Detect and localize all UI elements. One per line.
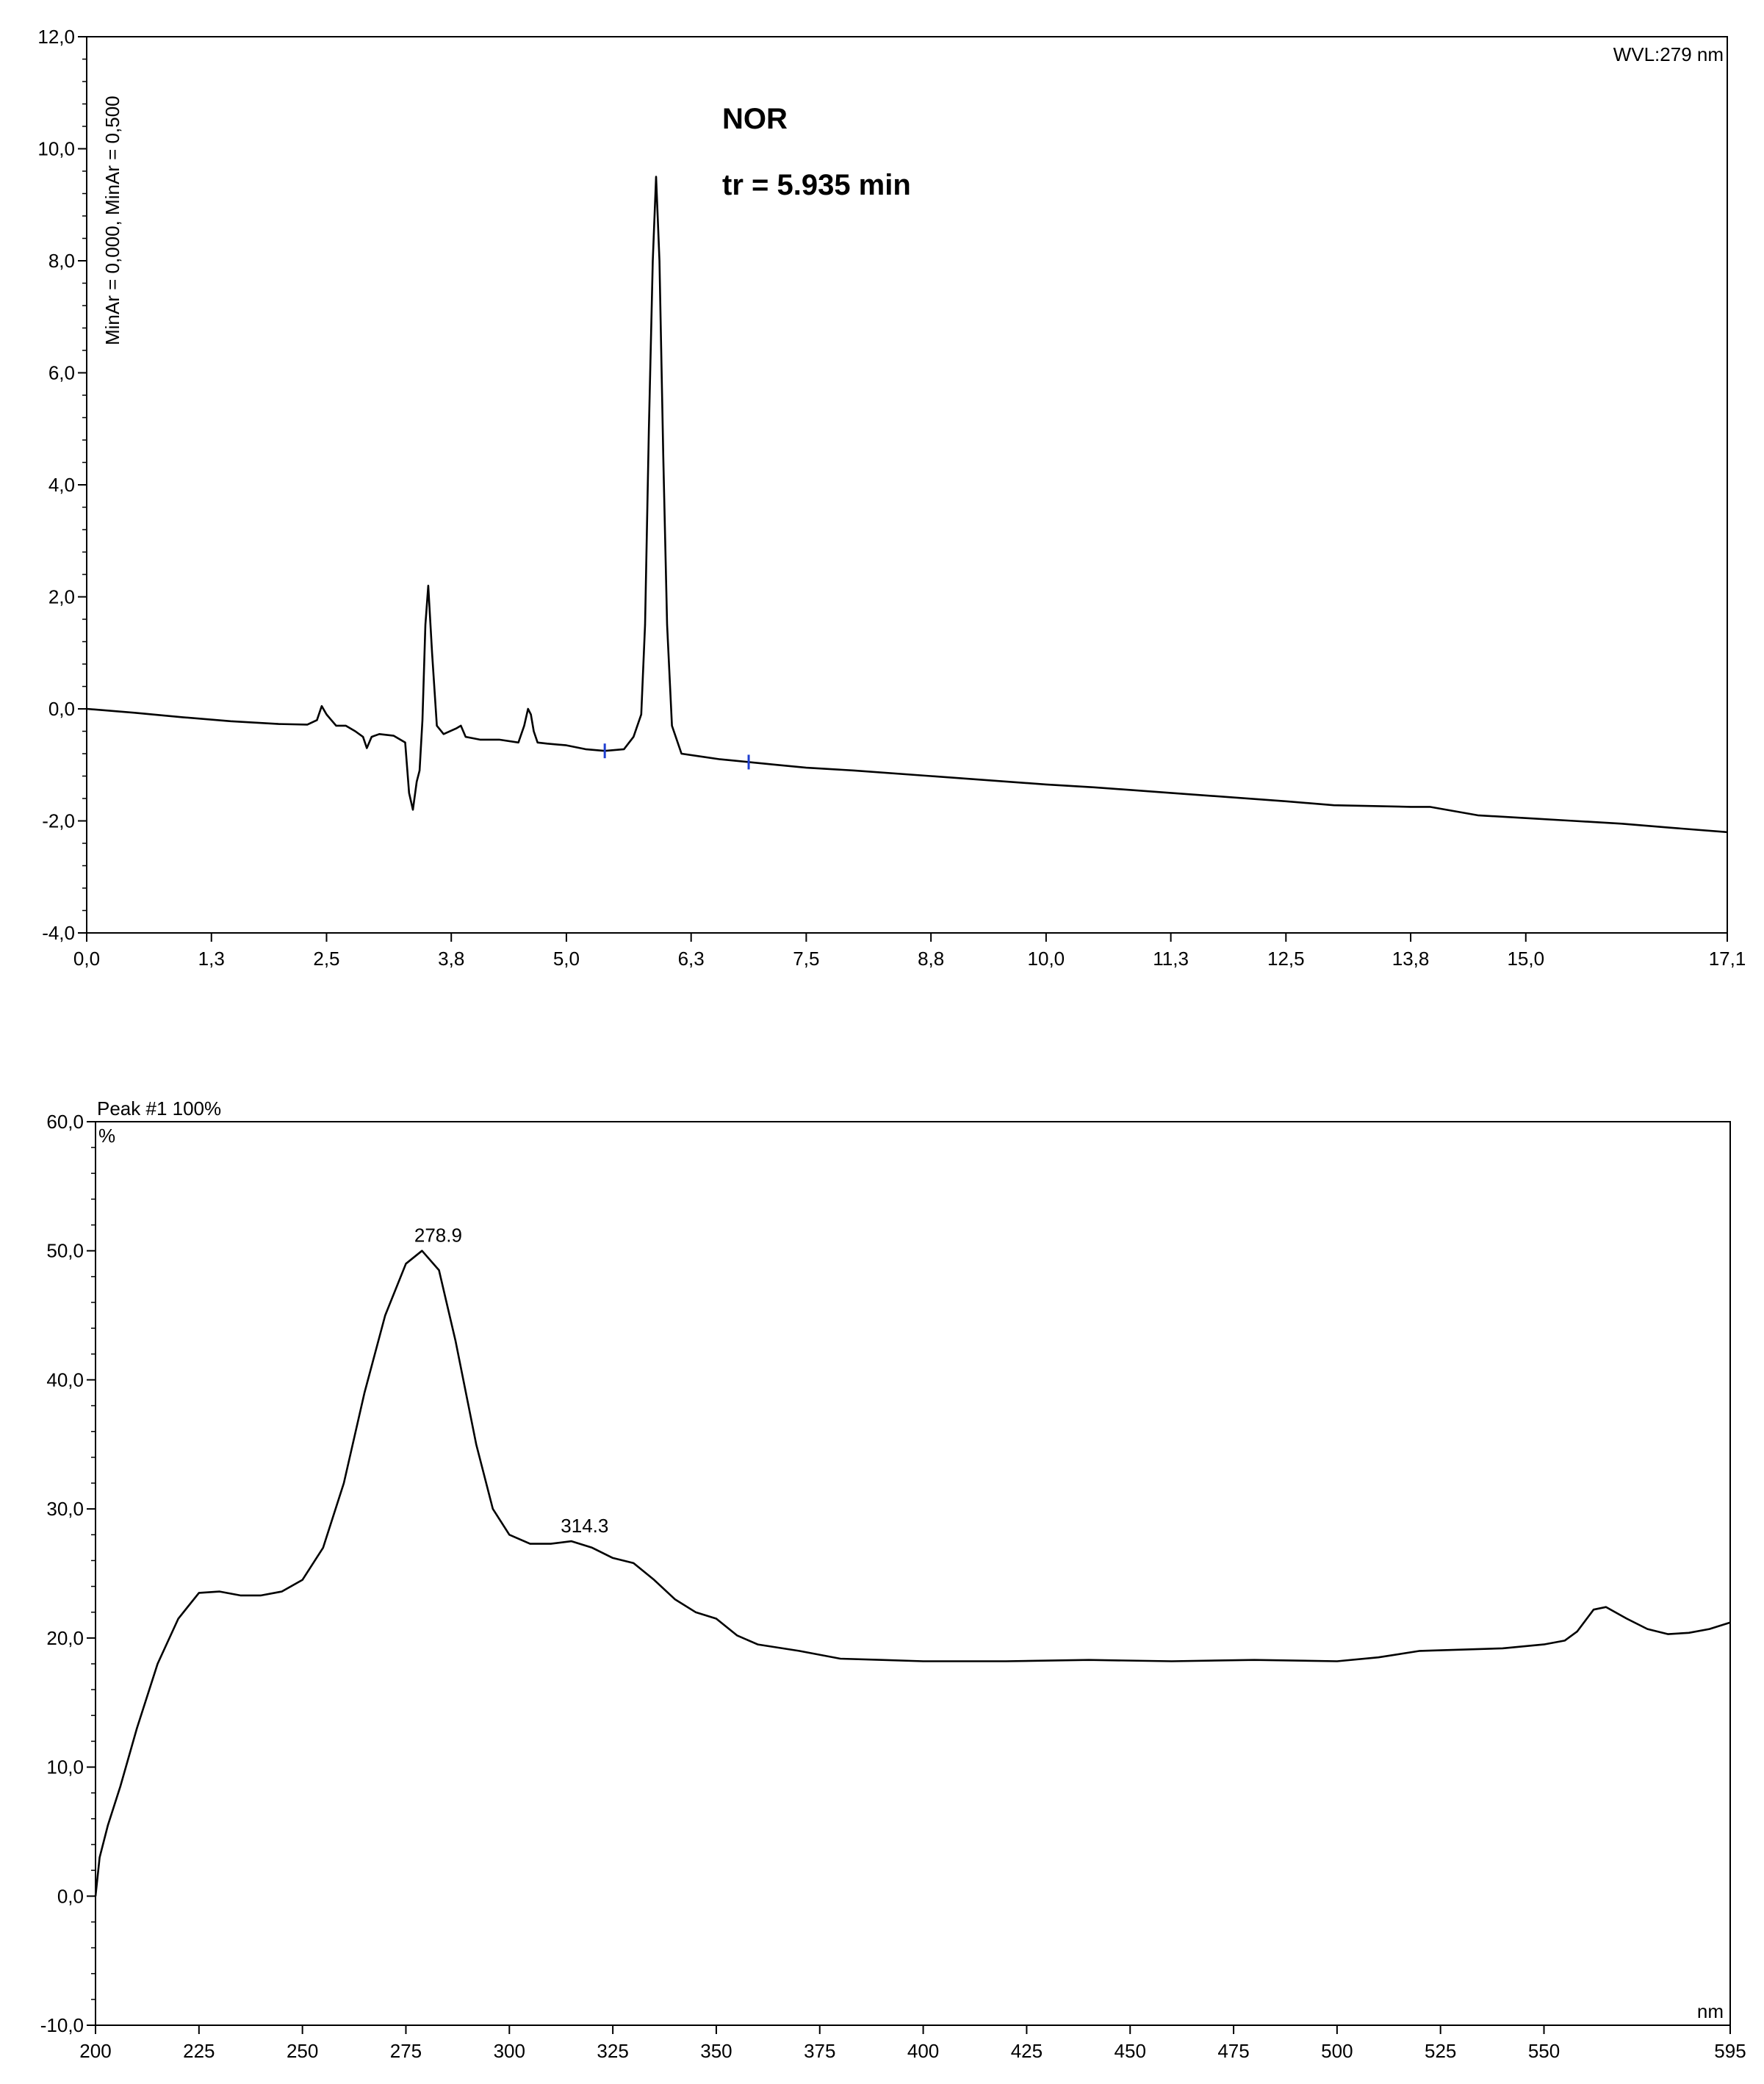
x-tick-label: 8,8 xyxy=(918,948,944,970)
y-tick-label: -4,0 xyxy=(42,922,75,944)
x-tick-label: 325 xyxy=(597,2040,628,2062)
y-tick-label: 2,0 xyxy=(48,586,75,608)
spectrum-y-unit-label: % xyxy=(98,1125,115,1147)
x-tick-label: 1,3 xyxy=(198,948,225,970)
retention-time-annotation: tr = 5.935 min xyxy=(722,169,911,201)
y-tick-label: 12,0 xyxy=(37,26,75,48)
chromatogram-trace xyxy=(86,176,1728,834)
x-tick-label: 15,0 xyxy=(1507,948,1544,970)
y-tick-label: 0,0 xyxy=(57,1885,84,1907)
x-tick-label: 225 xyxy=(183,2040,215,2062)
x-tick-label: 11,3 xyxy=(1153,948,1189,970)
peak-label: 278.9 xyxy=(414,1225,462,1247)
x-tick-label: 300 xyxy=(494,2040,525,2062)
x-tick-label: 275 xyxy=(390,2040,422,2062)
x-tick-label: 10,0 xyxy=(1028,948,1065,970)
chromatogram-side-label: MinAr = 0,000, MinAr = 0,500 xyxy=(101,95,123,345)
y-tick-label: 4,0 xyxy=(48,474,75,496)
x-tick-label: 595 xyxy=(1714,2040,1746,2062)
x-tick-label: 200 xyxy=(79,2040,111,2062)
x-tick-label: 350 xyxy=(700,2040,732,2062)
spectrum-plot-frame xyxy=(95,1121,1731,2026)
y-tick-label: 30,0 xyxy=(46,1498,84,1520)
y-tick-label: 8,0 xyxy=(48,250,75,272)
spectrum-panel: 200 225 250 275 300 325 350 375 400 425 450 475 500 5… xyxy=(40,1097,1746,2062)
y-tick-label: 50,0 xyxy=(46,1240,84,1262)
x-tick-label: 500 xyxy=(1321,2040,1353,2062)
spectrum-header-label: Peak #1 100% xyxy=(97,1097,221,1119)
spectrum-peak-labels: 278.9 314.3 xyxy=(414,1225,608,1537)
x-tick-label: 2,5 xyxy=(313,948,339,970)
y-tick-label: -10,0 xyxy=(40,2014,84,2036)
chromatogram-wavelength-label: WVL:279 nm xyxy=(1613,43,1724,65)
y-tick-label: 40,0 xyxy=(46,1369,84,1391)
x-tick-label: 450 xyxy=(1115,2040,1146,2062)
x-tick-label: 425 xyxy=(1011,2040,1043,2062)
chromatogram-x-ticks: 0,0 1,3 2,5 3,8 5,0 6,3 7,5 8,8 10,0 11,3 12,5 13,8… xyxy=(73,933,1746,970)
x-tick-label: 250 xyxy=(287,2040,318,2062)
x-tick-label: 12,5 xyxy=(1267,948,1305,970)
x-tick-label: 475 xyxy=(1217,2040,1249,2062)
chromatogram-y-ticks: -4,0 -2,0 0,0 2,0 4,0 6,0 8,0 10,0 12,0 xyxy=(37,26,87,944)
x-tick-label: 6,3 xyxy=(678,948,705,970)
x-tick-label: 13,8 xyxy=(1392,948,1430,970)
x-tick-label: 400 xyxy=(907,2040,939,2062)
y-tick-label: -2,0 xyxy=(42,810,75,832)
peak-label: 314.3 xyxy=(561,1515,608,1537)
x-tick-label: 17,1 xyxy=(1709,948,1746,970)
y-tick-label: 10,0 xyxy=(37,138,75,160)
x-tick-label: 0,0 xyxy=(73,948,100,970)
y-tick-label: 0,0 xyxy=(48,698,75,720)
spectrum-x-unit-label: nm xyxy=(1697,2000,1724,2022)
integration-markers xyxy=(603,743,750,770)
y-tick-label: 6,0 xyxy=(48,362,75,384)
compound-name-annotation: NOR xyxy=(722,103,788,135)
chromatogram-panel: 0,0 1,3 2,5 3,8 5,0 6,3 7,5 8,8 10,0 11,3 12,5 13,8… xyxy=(37,26,1746,970)
x-tick-label: 3,8 xyxy=(438,948,464,970)
y-tick-label: 20,0 xyxy=(46,1627,84,1649)
spectrum-x-ticks: 200 225 250 275 300 325 350 375 400 425 450 475 500 5… xyxy=(79,2025,1746,2062)
spectrum-y-ticks: -10,0 0,0 10,0 20,0 30,0 40,0 50,0 60,0 xyxy=(40,1111,96,2036)
x-tick-label: 7,5 xyxy=(793,948,819,970)
x-tick-label: 375 xyxy=(804,2040,835,2062)
y-tick-label: 60,0 xyxy=(46,1111,84,1133)
y-tick-label: 10,0 xyxy=(46,1756,84,1778)
x-tick-label: 550 xyxy=(1528,2040,1560,2062)
spectrum-trace xyxy=(94,1250,1731,1897)
x-tick-label: 525 xyxy=(1425,2040,1456,2062)
x-tick-label: 5,0 xyxy=(553,948,580,970)
